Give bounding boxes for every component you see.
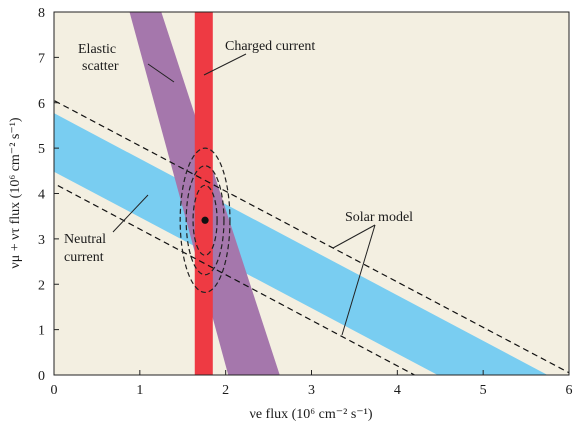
elastic-scatter-pointer — [147, 63, 175, 83]
y-tick-label: 6 — [38, 97, 45, 112]
x-tick-label: 6 — [566, 383, 573, 398]
x-tick-label: 3 — [308, 383, 315, 398]
y-tick-label: 2 — [38, 278, 45, 293]
neutral-current-label-line2: current — [64, 250, 104, 265]
y-tick-label: 0 — [38, 369, 45, 384]
solar-model-line-1 — [54, 182, 416, 375]
elastic-scatter-label-line2: scatter — [82, 59, 119, 74]
y-tick-label: 3 — [38, 233, 45, 248]
x-tick-label: 5 — [480, 383, 487, 398]
solar-model-pointer-lower — [341, 224, 376, 336]
confidence-contour-2 — [185, 165, 225, 276]
neutral-current-pointer — [112, 194, 149, 233]
charged-current-band — [194, 12, 213, 375]
y-tick-label: 1 — [38, 324, 45, 339]
best-fit-point — [201, 216, 209, 224]
x-axis-title: νe flux (10⁶ cm⁻² s⁻¹) — [249, 407, 372, 422]
y-axis-title: νμ + ντ flux (10⁶ cm⁻² s⁻¹) — [8, 117, 23, 269]
x-tick-label: 0 — [51, 383, 58, 398]
elastic-scatter-label-line1: Elastic — [78, 42, 116, 57]
y-tick-label: 8 — [38, 6, 45, 21]
y-tick-label: 7 — [38, 51, 45, 66]
y-tick-label: 5 — [38, 142, 45, 157]
confidence-contour-3 — [179, 147, 231, 294]
x-tick-label: 2 — [222, 383, 229, 398]
confidence-contour-1 — [192, 184, 218, 256]
x-tick-label: 1 — [136, 383, 143, 398]
y-tick-label: 4 — [38, 188, 45, 203]
charged-current-pointer — [203, 53, 247, 76]
charged-current-label: Charged current — [225, 39, 315, 54]
x-tick-label: 4 — [394, 383, 401, 398]
neutral-current-label-line1: Neutral — [64, 232, 106, 247]
solar-model-pointer-upper — [332, 224, 376, 249]
solar-model-label: Solar model — [345, 210, 413, 225]
